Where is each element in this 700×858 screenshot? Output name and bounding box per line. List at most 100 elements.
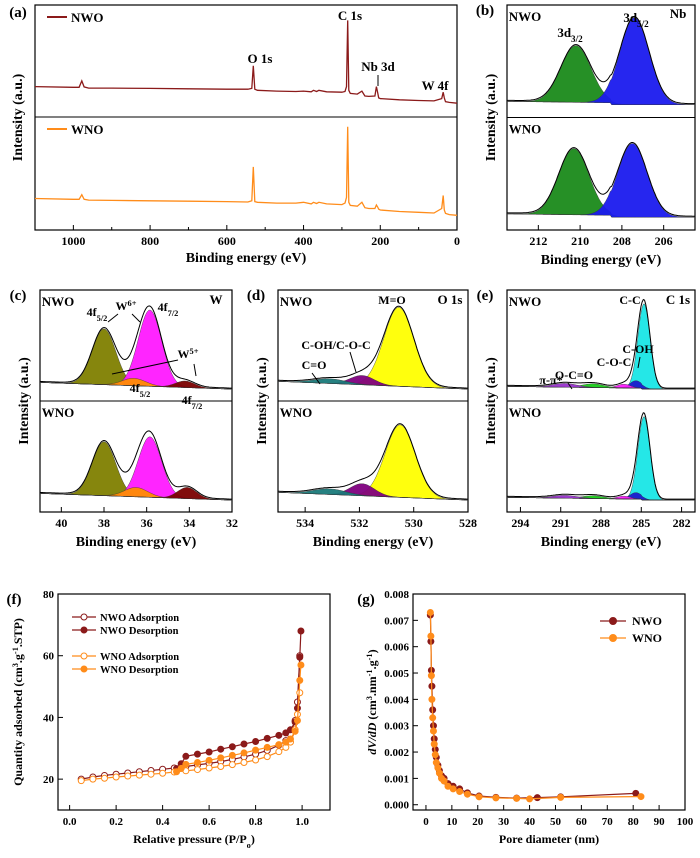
y-tick-label: 0.007 — [384, 615, 409, 627]
panel-b: NWO WNO 212 210 208 206 Binding energy (eV) Int… — [476, 3, 696, 268]
data-point — [449, 785, 457, 793]
y-tick-label: 0.003 — [384, 721, 409, 733]
x-axis-label: Pore diameter (nm) — [499, 832, 599, 846]
y-tick-label: 0.008 — [384, 589, 409, 601]
series-line-1 — [176, 630, 302, 770]
data-point — [112, 773, 120, 781]
data-point — [263, 734, 271, 742]
arrow-w6-a — [107, 313, 119, 323]
data-point — [426, 608, 434, 616]
y-tick-label: 80 — [43, 589, 55, 601]
data-point — [182, 760, 190, 768]
y-axis-label: Intensity (a.u.) — [11, 73, 26, 161]
y-tick-label: 40 — [43, 712, 55, 724]
panel-d-letter: (d) — [247, 288, 265, 304]
data-point — [240, 749, 248, 757]
annotation-c1s: C 1s — [338, 8, 362, 23]
panel-e: NWO WNO 294 291 288 285 282 Binding energy (eV)… — [477, 288, 696, 550]
x-tick-label: 38 — [98, 516, 110, 530]
data-point — [193, 758, 201, 766]
data-point — [228, 751, 236, 759]
data-point — [296, 676, 304, 684]
panel-a: NWO WNO O 1s C 1s Nb 3d W 4f 1000 800 600 400 200 0… — [9, 4, 460, 266]
x-tick-label: 36 — [141, 516, 153, 530]
legend-label-nwo: NWO — [71, 10, 104, 25]
data-point — [557, 793, 565, 801]
label-w5-4f72: 4f7/2 — [182, 393, 203, 411]
data-point — [228, 761, 236, 769]
data-point — [135, 771, 143, 779]
y-tick-label: 0.006 — [384, 642, 409, 654]
label-cc: C-C — [619, 293, 640, 307]
panel-e-title: C 1s — [666, 292, 690, 307]
data-point — [77, 777, 85, 785]
data-point — [429, 727, 437, 735]
peak-e-1-0 — [507, 416, 695, 501]
series-line-wno — [429, 612, 642, 800]
data-point — [177, 764, 185, 772]
data-point — [431, 751, 439, 759]
panel-c: NWO WNO 40 38 36 34 32 Binding energy (eV) Inten… — [10, 288, 238, 550]
y-tick-label: 60 — [43, 651, 55, 663]
envelope-d-1 — [278, 423, 468, 500]
peak-b-1-0 — [507, 148, 695, 218]
label-mo: M=O — [378, 293, 406, 307]
data-point — [282, 738, 290, 746]
panel-a-letter: (a) — [9, 5, 27, 21]
legend-marker — [80, 652, 88, 660]
y-tick-label: 20 — [43, 774, 55, 786]
x-tick-label: 0.4 — [156, 816, 170, 828]
x-tick-label: 285 — [632, 516, 650, 530]
arrow-pipi — [567, 382, 573, 390]
x-tick-label: 1.0 — [295, 816, 309, 828]
data-point — [275, 748, 283, 756]
x-tick-label: 0 — [454, 234, 460, 248]
legend-label: WNO Adsorption — [100, 652, 179, 663]
x-axis-label: Binding energy (eV) — [186, 251, 307, 266]
x-tick-label: 206 — [655, 234, 673, 248]
label-w5: W5+ — [178, 347, 199, 362]
arrow-coh — [637, 356, 641, 369]
y-axis-label: Intensity (a.u.) — [17, 357, 32, 445]
peak-d-1-2 — [277, 488, 468, 501]
data-point — [252, 756, 260, 764]
data-point — [526, 795, 534, 803]
panel-d-title: O 1s — [438, 292, 463, 307]
peak-d-0-2 — [277, 378, 468, 390]
x-axis-label: Binding energy (eV) — [313, 535, 434, 550]
data-point — [205, 756, 213, 764]
label-oco: O-C=O — [555, 368, 593, 382]
sublabel-nwo: NWO — [42, 294, 75, 309]
y-tick-label: 0.004 — [384, 694, 409, 706]
legend-label-wno: WNO — [71, 122, 104, 137]
data-point — [427, 632, 435, 640]
series-line-wno — [34, 126, 458, 216]
panel-b-title: Nb — [670, 6, 687, 21]
data-point — [217, 754, 225, 762]
x-axis-label: Binding energy (eV) — [541, 253, 662, 268]
data-point — [427, 672, 435, 680]
x-tick-label: 50 — [550, 816, 562, 828]
data-point — [296, 653, 304, 661]
data-point — [282, 729, 290, 737]
x-tick-label: 0.2 — [109, 816, 123, 828]
label-coc: C-O-C — [597, 355, 632, 369]
legend-marker — [80, 626, 88, 634]
annotation-o1s: O 1s — [248, 51, 273, 66]
data-point — [637, 793, 645, 801]
data-point — [492, 794, 500, 802]
data-point — [193, 766, 201, 774]
label-w5-4f52: 4f5/2 — [130, 381, 151, 399]
legend-marker — [80, 665, 88, 673]
data-point — [217, 762, 225, 770]
sublabel-wno: WNO — [42, 405, 75, 420]
panel-f-frame — [57, 593, 331, 811]
panel-d: NWO WNO 534 532 530 528 Binding energy (eV) Int… — [247, 288, 477, 550]
x-tick-label: 200 — [371, 234, 389, 248]
data-point — [89, 775, 97, 783]
sublabel-nwo: NWO — [509, 294, 542, 309]
panel-g-letter: (g) — [357, 592, 375, 608]
x-tick-label: 40 — [55, 516, 67, 530]
data-point — [124, 772, 132, 780]
x-tick-label: 528 — [459, 516, 477, 530]
